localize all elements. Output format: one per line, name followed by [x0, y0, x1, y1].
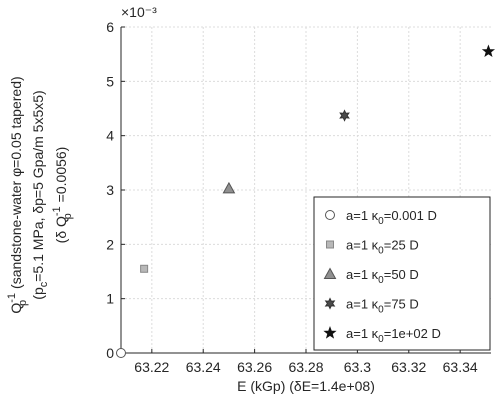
y-axis-label-line1: (sandstone-water φ=0.05 tapered): [8, 76, 24, 289]
x-tick-label: 63.24: [186, 359, 221, 375]
y-tick-label: 4: [106, 128, 114, 144]
y-tick-label: 6: [106, 19, 114, 35]
legend-marker: [323, 326, 337, 339]
y-axis-label-symbol: Q: [8, 303, 24, 314]
svg-text:(pc=5.1 MPa, δp=5 Gpa/m 5x5x5): (pc=5.1 MPa, δp=5 Gpa/m 5x5x5): [30, 90, 50, 299]
legend-entry-label: a=1 κ0=25 D: [346, 238, 419, 257]
legend-entries: a=1 κ0=0.001 D a=1 κ0=25 D a=1 κ0=50 D a=1 …: [323, 208, 441, 345]
legend-marker: [323, 267, 337, 279]
y-tick-label: 5: [106, 73, 114, 89]
tick-labels: 63.22 63.24 63.26 63.28 63.3 63.32 63.34 0 1 2 3 4 5…: [106, 19, 478, 375]
x-tick-label: 63.22: [134, 359, 169, 375]
y-tick-label: 1: [106, 291, 114, 307]
legend-marker: [326, 240, 334, 249]
legend-marker: [324, 297, 336, 310]
data-point: [339, 109, 350, 122]
svg-text:(δ Q-1p =0.0056): (δ Q-1p =0.0056): [51, 147, 74, 244]
y-tick-label: 3: [106, 182, 114, 198]
legend: a=1 κ0=0.001 D a=1 κ0=25 D a=1 κ0=50 D a=1 …: [313, 196, 491, 351]
y-tick-label: 0: [106, 345, 114, 361]
y-axis-label: Q-1p (sandstone-water φ=0.05 tapered) (p…: [6, 76, 74, 313]
x-tick-label: 63.3: [344, 359, 371, 375]
y-tick-label: 2: [106, 236, 114, 252]
legend-entry-label: a=1 κ0=50 D: [346, 267, 419, 286]
x-tick-label: 63.34: [443, 359, 478, 375]
legend-entry-label: a=1 κ0=75 D: [346, 297, 419, 316]
legend-marker: [325, 210, 335, 220]
x-tick-label: 63.26: [237, 359, 272, 375]
data-point: [222, 181, 236, 194]
data-point: [481, 44, 496, 58]
legend-entry-label: a=1 κ0=1e+02 D: [346, 326, 441, 345]
data-point: [116, 348, 126, 358]
x-axis-label: E (kGp) (δE=1.4e+08): [237, 378, 375, 394]
svg-text:Q-1p (sandstone-water φ=0.05 t: Q-1p (sandstone-water φ=0.05 tapered): [6, 76, 29, 313]
y-exponent-label: ×10⁻³: [121, 4, 157, 20]
x-tick-label: 63.32: [391, 359, 426, 375]
legend-entry-label: a=1 κ0=0.001 D: [346, 208, 437, 227]
x-tick-label: 63.28: [288, 359, 323, 375]
data-markers: [116, 44, 496, 358]
legend-box: [313, 196, 491, 351]
data-point: [140, 264, 149, 273]
